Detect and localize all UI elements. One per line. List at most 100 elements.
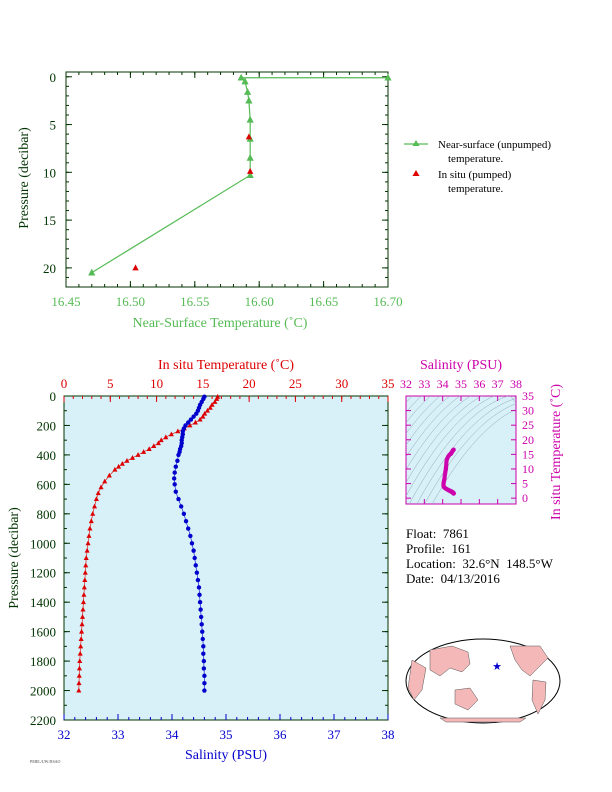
salinity-point (201, 651, 206, 656)
profile-temperature-tick-label: 20 (243, 376, 256, 391)
near-surface-x-tick-label: 16.60 (245, 294, 274, 309)
temperature-point (98, 484, 104, 490)
ts-salinity-tick-label: 38 (510, 377, 522, 391)
salinity-point (189, 541, 195, 546)
salinity-point (197, 592, 202, 598)
near-surface-x-tick-label: 16.55 (180, 294, 209, 309)
map-land-antarctica (439, 717, 527, 723)
profile-temperature-tick-label: 35 (382, 376, 395, 391)
ts-density-contour (406, 396, 483, 483)
ts-salinity-tick-label: 36 (473, 377, 485, 391)
temperature-point (102, 478, 108, 484)
legend-in-situ-marker (412, 170, 420, 176)
profile-temperature-tick-label: 10 (150, 376, 163, 391)
salinity-point (199, 622, 204, 627)
temperature-point (202, 410, 208, 416)
map-land-australia (454, 687, 479, 711)
ts-density-contour (424, 403, 516, 504)
salinity-point (175, 458, 180, 463)
near-surface-y-tick-label: 20 (43, 261, 56, 276)
ts-density-contour (406, 396, 451, 446)
world-map: ★ (405, 638, 561, 724)
salinity-point (194, 570, 200, 575)
profile-date: Date: 04/13/2016 (406, 571, 500, 586)
temperature-point (197, 416, 203, 422)
temperature-point (207, 404, 213, 410)
ts-temperature-tick-label: 30 (522, 404, 534, 418)
temperature-point (76, 680, 82, 686)
profile-temperature-tick-label: 25 (289, 376, 302, 391)
ts-temperature-tick-label: 15 (522, 447, 534, 461)
near-surface-point (246, 115, 254, 123)
salinity-point (178, 504, 184, 509)
profile-plot-frame (63, 395, 389, 721)
profile-salinity-tick-label: 36 (274, 727, 288, 742)
legend-in-situ-label-1: In situ (pumped) (438, 169, 512, 181)
near-surface-point (88, 268, 96, 276)
salinity-point (197, 599, 203, 605)
near-surface-plot-frame (65, 71, 389, 288)
salinity-point (188, 417, 194, 422)
profile-temperature-tick-label: 15 (196, 376, 209, 391)
ts-density-contour (406, 396, 431, 423)
near-surface-y-label: Pressure (decibar) (17, 127, 32, 229)
float-id: Float: 7861 (406, 526, 469, 541)
near-surface-y-tick-label: 10 (43, 165, 56, 180)
salinity-point (186, 420, 191, 425)
temperature-point (116, 463, 122, 469)
temperature-point (79, 614, 86, 619)
temperature-point (212, 399, 218, 404)
near-surface-x-tick-label: 16.65 (309, 294, 338, 309)
ts-salinity-tick-label: 32 (400, 377, 412, 391)
temperature-point (93, 496, 99, 502)
temperature-point (80, 599, 86, 605)
ts-plot-frame (405, 395, 517, 505)
near-surface-y-tick-label: 5 (50, 118, 57, 133)
salinity-point (186, 526, 191, 531)
temperature-point (76, 673, 82, 678)
ts-data (441, 447, 456, 496)
salinity-point (172, 482, 177, 487)
temperature-point (135, 452, 141, 457)
temperature-point (90, 511, 96, 516)
salinity-point (193, 563, 198, 568)
temperature-point (76, 687, 82, 693)
ts-temperature-tick-label: 25 (522, 418, 534, 432)
map-land-asia (429, 645, 471, 677)
temperature-point (87, 525, 93, 531)
ts-salinity-tick-label: 33 (418, 377, 430, 391)
salinity-point (202, 673, 207, 679)
temperature-point (204, 407, 211, 413)
salinity-point (201, 658, 207, 664)
salinity-point (200, 629, 205, 634)
temperature-point (119, 460, 125, 466)
profile-pressure-tick-label: 1800 (30, 654, 56, 669)
profile-pressure-tick-label: 1200 (30, 566, 56, 581)
map-land-north-america (509, 645, 549, 677)
temperature-point (112, 466, 118, 472)
near-surface-point (244, 88, 252, 95)
ts-point (451, 491, 456, 496)
ts-density-contour (416, 398, 516, 504)
salinity-point (202, 688, 207, 693)
profile-temperature-label: In situ Temperature (˚C) (158, 358, 294, 373)
near-surface-x-label: Near-Surface Temperature (˚C) (133, 316, 308, 331)
near-surface-x-tick-label: 16.70 (373, 294, 402, 309)
in-situ-point (245, 133, 253, 140)
ts-salinity-label: Salinity (PSU) (420, 358, 502, 373)
temperature-point (163, 434, 169, 440)
salinity-point (176, 496, 181, 502)
ts-density-contour (406, 396, 472, 470)
float-location: Location: 32.6°N 148.5°W (406, 556, 553, 571)
temperature-point (79, 628, 85, 634)
profile-salinity-tick-label: 33 (112, 727, 125, 742)
temperature-point (129, 455, 136, 460)
profile-number: Profile: 161 (406, 541, 471, 556)
temperature-point (151, 443, 157, 449)
ts-temperature-tick-label: 10 (522, 462, 534, 476)
salinity-point (196, 585, 202, 590)
profile-pressure-tick-label: 1400 (30, 595, 56, 610)
temperature-point (92, 503, 98, 509)
salinity-point (173, 489, 178, 494)
